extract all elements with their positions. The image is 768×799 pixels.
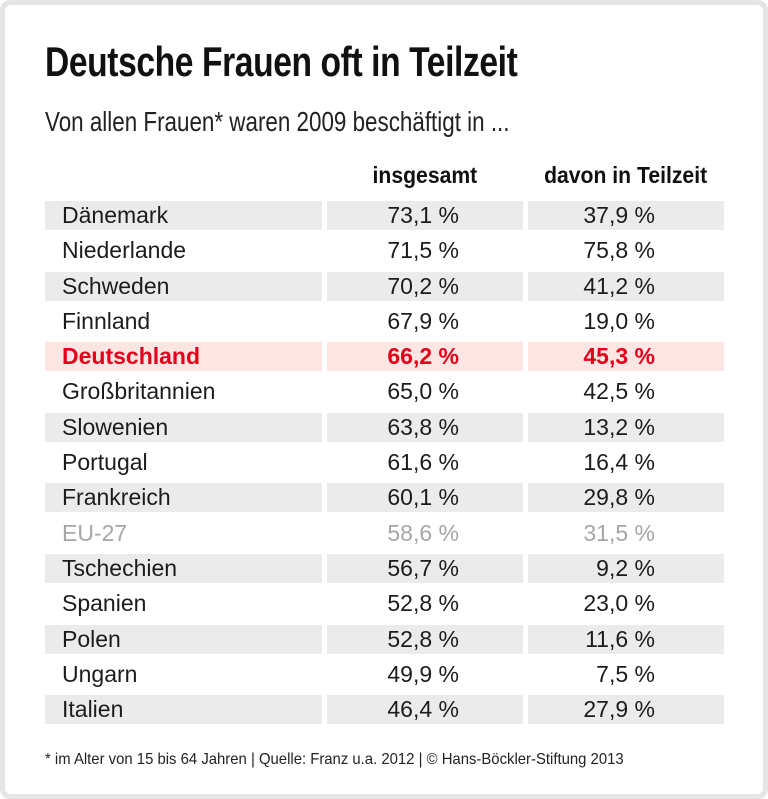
table-row: Deutschland 66,2 % 45,3 % bbox=[45, 342, 724, 372]
table-row: Polen 52,8 % 11,6 % bbox=[45, 624, 724, 654]
table-body: Dänemark 73,1 % 37,9 % Niederlande 71,5 … bbox=[45, 201, 724, 730]
insgesamt-cell: 46,4 % bbox=[327, 695, 523, 725]
table-row: Finnland 67,9 % 19,0 % bbox=[45, 307, 724, 336]
teilzeit-cell: 75,8 % bbox=[583, 237, 655, 264]
country-cell: Finnland bbox=[62, 307, 151, 334]
teilzeit-cell: 42,5 % bbox=[583, 378, 655, 405]
country-cell: Dänemark bbox=[45, 201, 322, 230]
table-row: Schweden 70,2 % 41,2 % bbox=[45, 271, 724, 301]
column-headers: insgesamt davon in Teilzeit bbox=[45, 164, 724, 187]
insgesamt-cell: 61,6 % bbox=[387, 449, 459, 476]
source-footnote-text: * im Alter von 15 bis 64 Jahren | Quelle… bbox=[45, 751, 624, 768]
country-cell: Ungarn bbox=[62, 660, 138, 687]
insgesamt-cell: 52,8 % bbox=[387, 590, 459, 617]
country-cell: Niederlande bbox=[62, 237, 187, 264]
country-cell: Tschechien bbox=[45, 553, 322, 583]
country-cell: Großbritannien bbox=[62, 378, 216, 405]
column-header-teilzeit: davon in Teilzeit bbox=[544, 162, 708, 188]
table-row: Portugal 61,6 % 16,4 % bbox=[45, 448, 724, 477]
table-row: Frankreich 60,1 % 29,8 % bbox=[45, 483, 724, 513]
teilzeit-cell: 11,6 % bbox=[528, 624, 724, 654]
subtitle: Von allen Frauen* waren 2009 beschäftigt… bbox=[45, 108, 626, 136]
insgesamt-cell: 70,2 % bbox=[327, 271, 523, 301]
insgesamt-cell: 67,9 % bbox=[387, 307, 459, 334]
teilzeit-cell: 29,8 % bbox=[528, 483, 724, 513]
insgesamt-cell: 71,5 % bbox=[387, 237, 459, 264]
teilzeit-cell: 45,3 % bbox=[528, 342, 724, 372]
teilzeit-cell: 19,0 % bbox=[583, 307, 655, 334]
country-cell: Spanien bbox=[62, 590, 147, 617]
source-footnote: * im Alter von 15 bis 64 Jahren | Quelle… bbox=[45, 752, 667, 768]
country-cell: Deutschland bbox=[45, 342, 322, 372]
country-cell: Italien bbox=[45, 695, 322, 725]
table-row: Großbritannien 65,0 % 42,5 % bbox=[45, 377, 724, 406]
insgesamt-cell: 52,8 % bbox=[327, 624, 523, 654]
country-cell: Frankreich bbox=[45, 483, 322, 513]
page-title: Deutsche Frauen oft in Teilzeit bbox=[45, 41, 635, 83]
insgesamt-cell: 60,1 % bbox=[327, 483, 523, 513]
table-row: EU-27 58,6 % 31,5 % bbox=[45, 519, 724, 548]
insgesamt-cell: 65,0 % bbox=[387, 378, 459, 405]
insgesamt-cell: 49,9 % bbox=[387, 660, 459, 687]
table-row: Dänemark 73,1 % 37,9 % bbox=[45, 201, 724, 230]
infographic-card: Deutsche Frauen oft in Teilzeit Von alle… bbox=[5, 5, 763, 794]
table-row: Slowenien 63,8 % 13,2 % bbox=[45, 412, 724, 442]
table-row: Niederlande 71,5 % 75,8 % bbox=[45, 236, 724, 265]
teilzeit-cell: 9,2 % bbox=[528, 553, 724, 583]
country-cell: EU-27 bbox=[62, 519, 128, 546]
column-header-insgesamt: insgesamt bbox=[372, 162, 478, 188]
country-cell: Schweden bbox=[45, 271, 322, 301]
page-title-text: Deutsche Frauen oft in Teilzeit bbox=[45, 38, 518, 85]
insgesamt-cell: 66,2 % bbox=[327, 342, 523, 372]
insgesamt-cell: 73,1 % bbox=[327, 201, 523, 230]
country-cell: Slowenien bbox=[45, 412, 322, 442]
teilzeit-cell: 37,9 % bbox=[528, 201, 724, 230]
teilzeit-cell: 41,2 % bbox=[528, 271, 724, 301]
teilzeit-cell: 31,5 % bbox=[583, 519, 655, 546]
teilzeit-cell: 13,2 % bbox=[528, 412, 724, 442]
teilzeit-cell: 23,0 % bbox=[583, 590, 655, 617]
insgesamt-cell: 58,6 % bbox=[387, 519, 459, 546]
teilzeit-cell: 7,5 % bbox=[596, 660, 655, 687]
table-row: Spanien 52,8 % 23,0 % bbox=[45, 589, 724, 618]
insgesamt-cell: 63,8 % bbox=[327, 412, 523, 442]
table-row: Ungarn 49,9 % 7,5 % bbox=[45, 660, 724, 689]
country-cell: Portugal bbox=[62, 449, 148, 476]
teilzeit-cell: 27,9 % bbox=[528, 695, 724, 725]
column-header-spacer bbox=[45, 164, 322, 187]
teilzeit-cell: 16,4 % bbox=[583, 449, 655, 476]
insgesamt-cell: 56,7 % bbox=[327, 553, 523, 583]
table-row: Italien 46,4 % 27,9 % bbox=[45, 695, 724, 725]
subtitle-text: Von allen Frauen* waren 2009 beschäftigt… bbox=[45, 106, 510, 137]
table-row: Tschechien 56,7 % 9,2 % bbox=[45, 553, 724, 583]
country-cell: Polen bbox=[45, 624, 322, 654]
